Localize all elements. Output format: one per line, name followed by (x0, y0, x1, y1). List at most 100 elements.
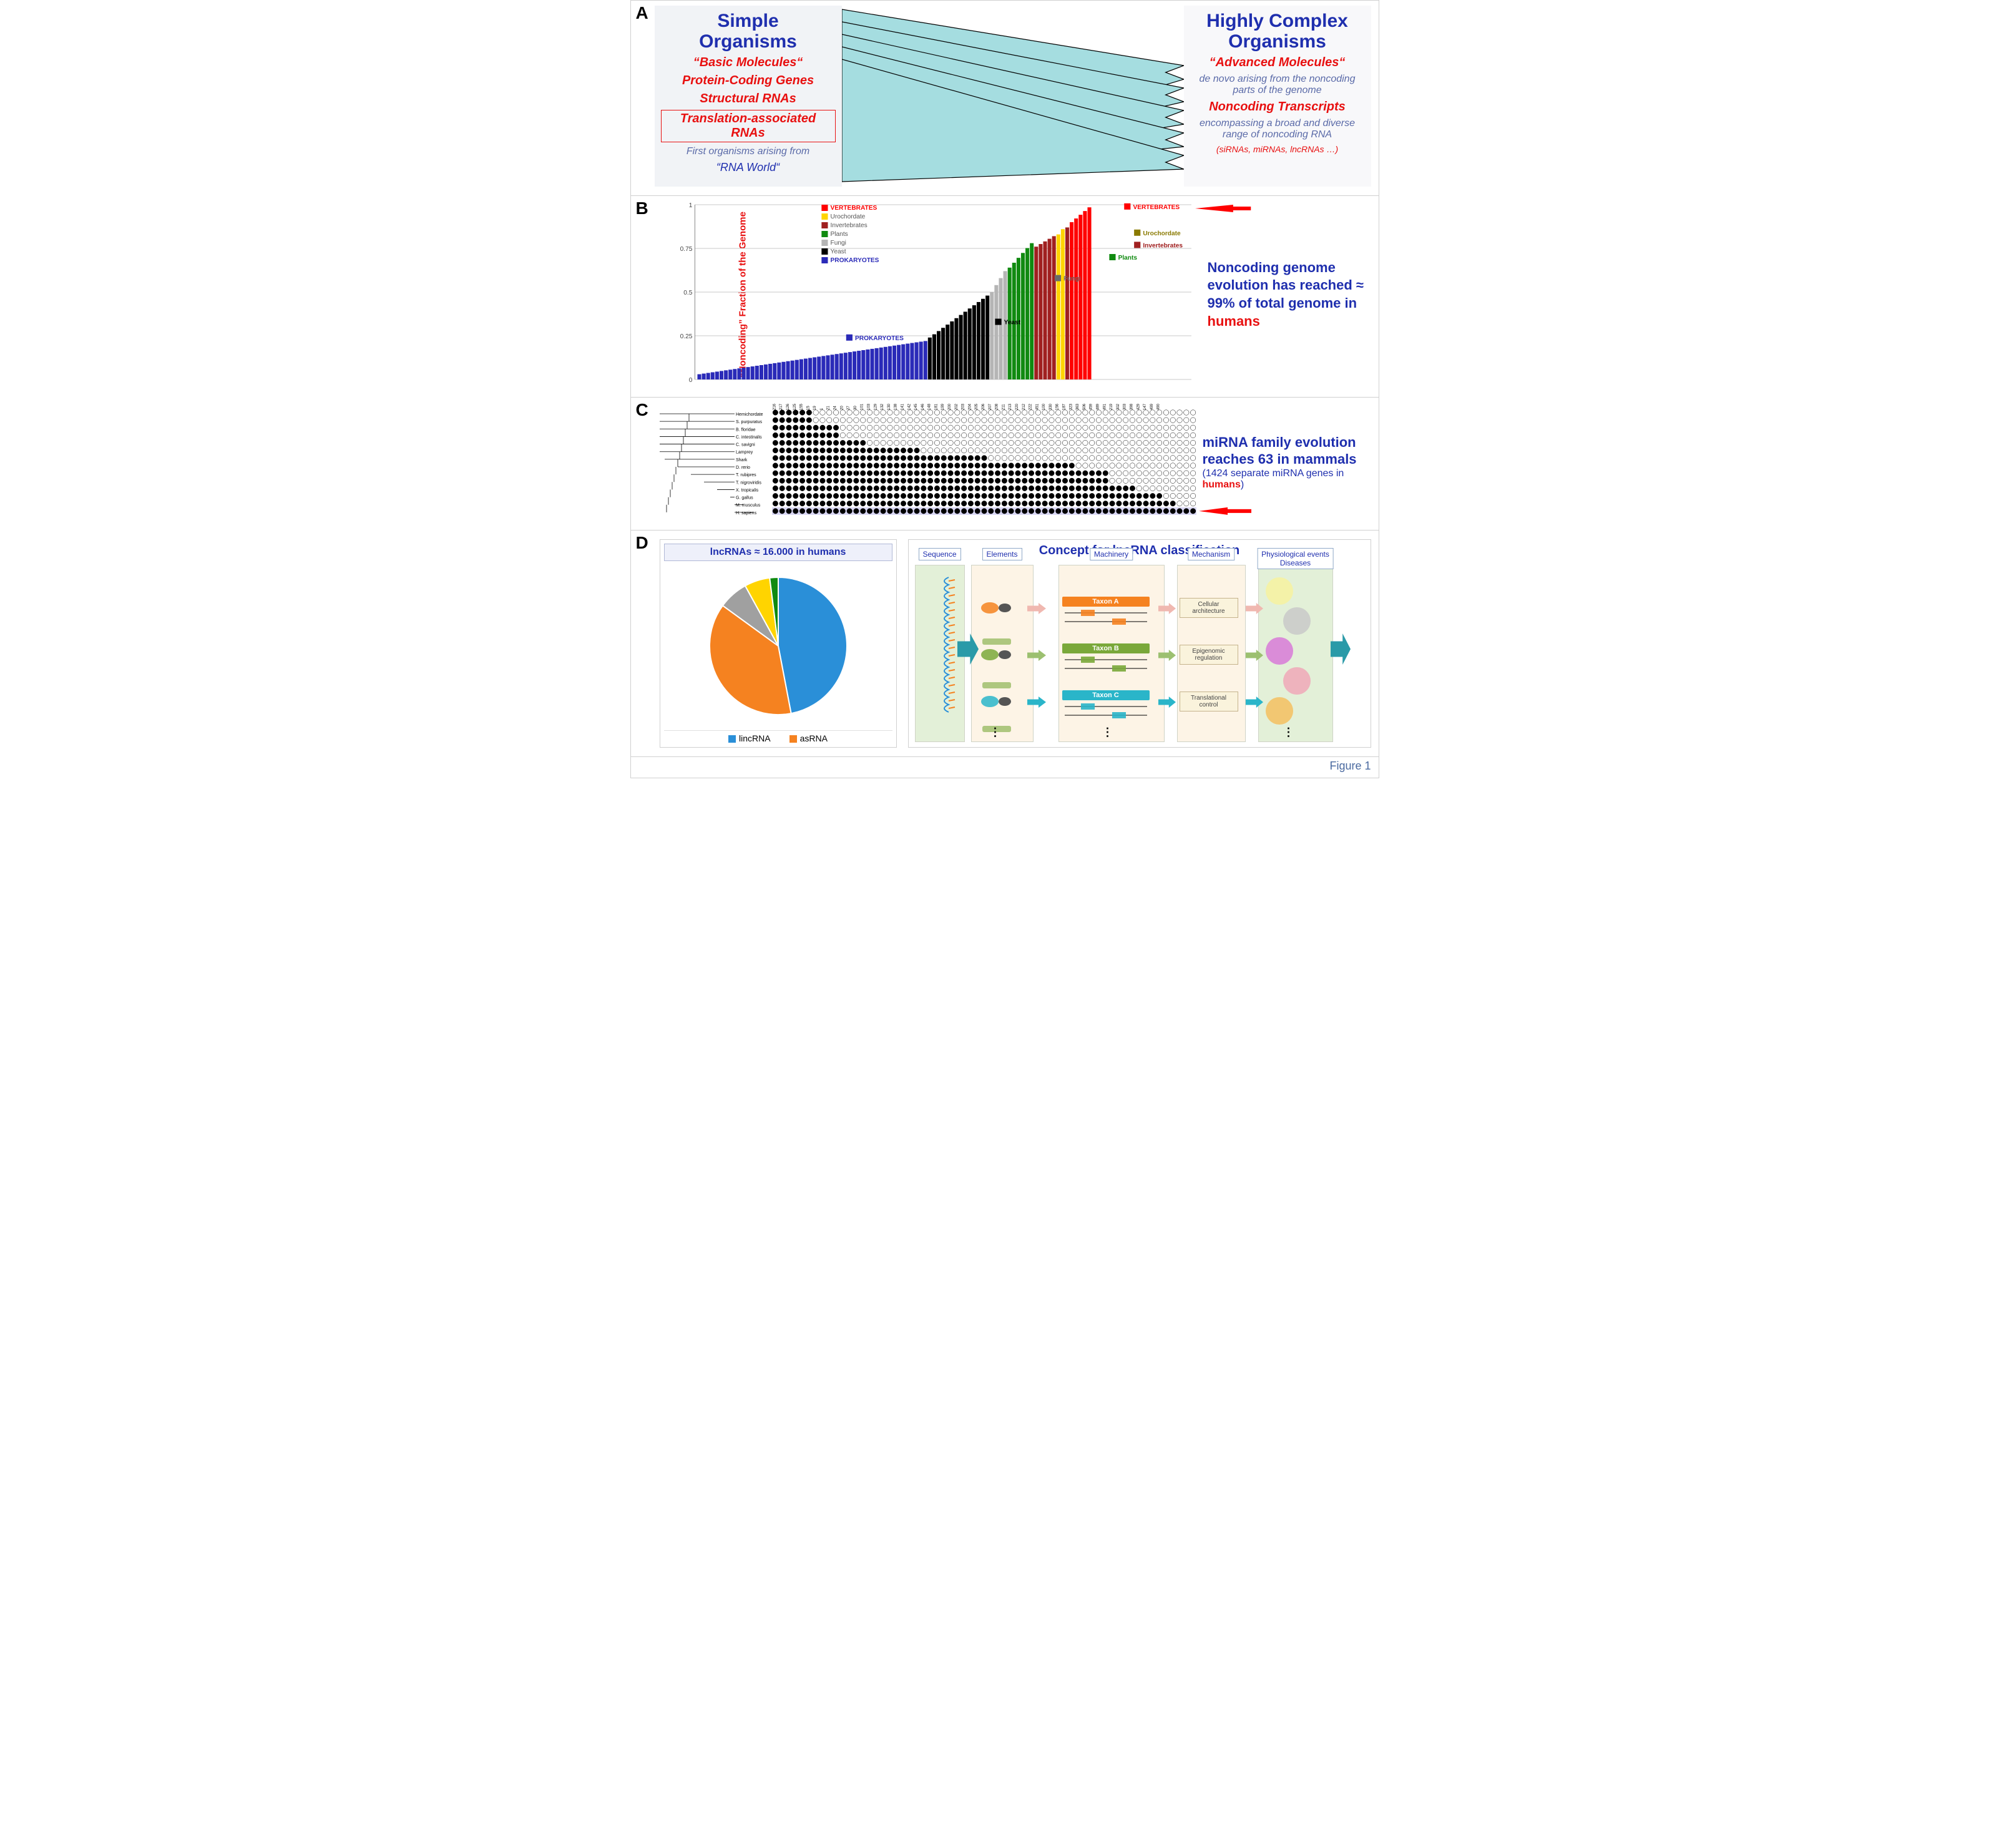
svg-text:489: 489 (1096, 403, 1100, 410)
phylo-tree: Hemichordate S. purpuratus B. floridae C. i… (660, 403, 772, 521)
panel-d-pie-box: lncRNAs ≈ 16.000 in humans lincRNAasRNA (660, 539, 897, 748)
svg-text:T. nigroviridis: T. nigroviridis (736, 481, 761, 485)
pie-title: lncRNAs ≈ 16.000 in humans (664, 544, 892, 561)
svg-text:24: 24 (833, 405, 837, 409)
svg-text:126: 126 (786, 403, 789, 410)
panel-b-ylabel: “Noncoding” Fraction of the Genome (660, 201, 677, 388)
svg-text:PROKARYOTES: PROKARYOTES (854, 335, 903, 342)
svg-text:200: 200 (948, 403, 952, 410)
svg-text:181: 181 (934, 403, 938, 410)
wedges-svg (842, 6, 1184, 187)
svg-text:199: 199 (941, 403, 945, 410)
svg-text:Fungi: Fungi (830, 240, 846, 247)
svg-text:21: 21 (826, 405, 830, 409)
panel-label-c: C (636, 400, 648, 420)
svg-text:Lamprey: Lamprey (736, 451, 753, 455)
svg-text:15: 15 (806, 405, 810, 409)
svg-text:103: 103 (867, 403, 871, 410)
advanced-molecules-heading: “Advanced Molecules“ (1190, 56, 1365, 70)
svg-text:499: 499 (1150, 403, 1153, 410)
svg-text:C. savigni: C. savigni (736, 443, 755, 447)
panel-b: B “Noncoding” Fraction of the Genome 0 0.… (631, 196, 1379, 398)
svg-text:506: 506 (1082, 403, 1086, 410)
svg-text:20: 20 (840, 405, 844, 409)
svg-text:X. tropicalis: X. tropicalis (736, 488, 759, 492)
svg-text:459: 459 (1089, 403, 1093, 410)
svg-text:451: 451 (1035, 403, 1039, 410)
svg-text:0: 0 (688, 377, 692, 384)
svg-text:19: 19 (813, 405, 817, 409)
svg-text:148: 148 (927, 403, 931, 410)
svg-text:187: 187 (1062, 403, 1066, 410)
svg-text:398: 398 (1130, 403, 1133, 410)
svg-text:303: 303 (1123, 403, 1127, 410)
panel-label-d: D (636, 533, 648, 553)
pie-chart (703, 571, 853, 721)
svg-text:145: 145 (914, 403, 918, 410)
svg-text:211: 211 (1002, 403, 1005, 409)
svg-text:Urochordate: Urochordate (1143, 230, 1181, 237)
svg-text:217: 217 (780, 403, 783, 410)
svg-text:206: 206 (982, 403, 985, 410)
panel-b-chart: 00.250.50.751VERTEBRATESUrochordateInver… (677, 201, 1196, 388)
basic-molecules-heading: “Basic Molecules“ (661, 56, 836, 70)
svg-text:PROKARYOTES: PROKARYOTES (830, 257, 879, 264)
svg-text:S. purpuratus: S. purpuratus (736, 420, 763, 424)
svg-text:Invertebrates: Invertebrates (830, 222, 867, 229)
svg-text:0.5: 0.5 (683, 290, 692, 296)
translation-assoc-rnas: Translation-associated RNAs (661, 110, 836, 142)
svg-text:142: 142 (907, 403, 911, 410)
svg-text:222: 222 (1029, 403, 1032, 410)
svg-text:323: 323 (1069, 403, 1073, 410)
mirna-matrix: 2162171261251551519121242027301011031291… (772, 401, 1196, 523)
svg-text:T. rubipres: T. rubipres (736, 473, 756, 477)
svg-text:204: 204 (968, 403, 972, 410)
svg-text:Urochordate: Urochordate (830, 213, 865, 220)
svg-text:G. gallus: G. gallus (736, 496, 753, 501)
svg-text:0.75: 0.75 (680, 246, 692, 253)
svg-text:302: 302 (1116, 403, 1120, 410)
svg-text:363: 363 (1076, 403, 1080, 410)
figure-caption: Figure 1 (631, 757, 1379, 778)
concept-diagram: Concept for lncRNA classification Sequen… (908, 539, 1371, 748)
encompassing-text: encompassing a broad and diverserange of… (1190, 118, 1365, 140)
svg-text:155: 155 (799, 403, 803, 410)
figure-1: A SimpleOrganisms “Basic Molecules“ Prot… (630, 0, 1379, 778)
svg-text:141: 141 (901, 403, 904, 410)
svg-text:490: 490 (1156, 403, 1160, 410)
svg-text:212: 212 (1022, 403, 1025, 410)
panel-c: C Hemichordate S. purpuratus B. floridae C.… (631, 398, 1379, 530)
svg-text:D. rerio: D. rerio (736, 466, 750, 470)
svg-text:491: 491 (1103, 403, 1107, 410)
svg-text:219: 219 (1110, 403, 1113, 410)
svg-text:203: 203 (961, 403, 965, 410)
svg-text:30: 30 (853, 405, 857, 409)
panel-a: A SimpleOrganisms “Basic Molecules“ Prot… (631, 1, 1379, 196)
complex-organisms-title: Highly ComplexOrganisms (1190, 11, 1365, 52)
svg-text:101: 101 (860, 403, 864, 410)
pie-legend: lincRNAasRNA (664, 730, 892, 743)
svg-text:130: 130 (887, 403, 891, 410)
svg-text:27: 27 (847, 405, 851, 409)
svg-text:125: 125 (793, 403, 796, 410)
svg-text:C. intestinalis: C. intestinalis (736, 435, 762, 439)
svg-text:Hemichordate: Hemichordate (736, 413, 763, 417)
panel-a-right-col: Highly ComplexOrganisms “Advanced Molecu… (1184, 6, 1371, 187)
svg-text:220: 220 (1015, 403, 1019, 410)
panel-label-a: A (636, 3, 648, 23)
svg-text:1: 1 (819, 408, 823, 410)
structural-rnas: Structural RNAs (661, 92, 836, 106)
svg-text:147: 147 (1143, 403, 1147, 410)
svg-text:138: 138 (894, 403, 897, 410)
panel-a-left-col: SimpleOrganisms “Basic Molecules“ Protei… (655, 6, 842, 187)
panel-d: D lncRNAs ≈ 16.000 in humans lincRNAasRN… (631, 530, 1379, 757)
svg-text:Yeast: Yeast (830, 248, 846, 255)
svg-text:Shark: Shark (736, 458, 748, 462)
svg-text:B. floridae: B. floridae (736, 428, 756, 432)
panel-label-b: B (636, 198, 648, 218)
panel-c-side-text: miRNA family evolution reaches 63 in mam… (1196, 434, 1371, 491)
svg-text:Plants: Plants (830, 231, 848, 238)
protein-coding-genes: Protein-Coding Genes (661, 74, 836, 88)
svg-text:156: 156 (1055, 403, 1059, 410)
svg-text:Invertebrates: Invertebrates (1143, 242, 1183, 249)
